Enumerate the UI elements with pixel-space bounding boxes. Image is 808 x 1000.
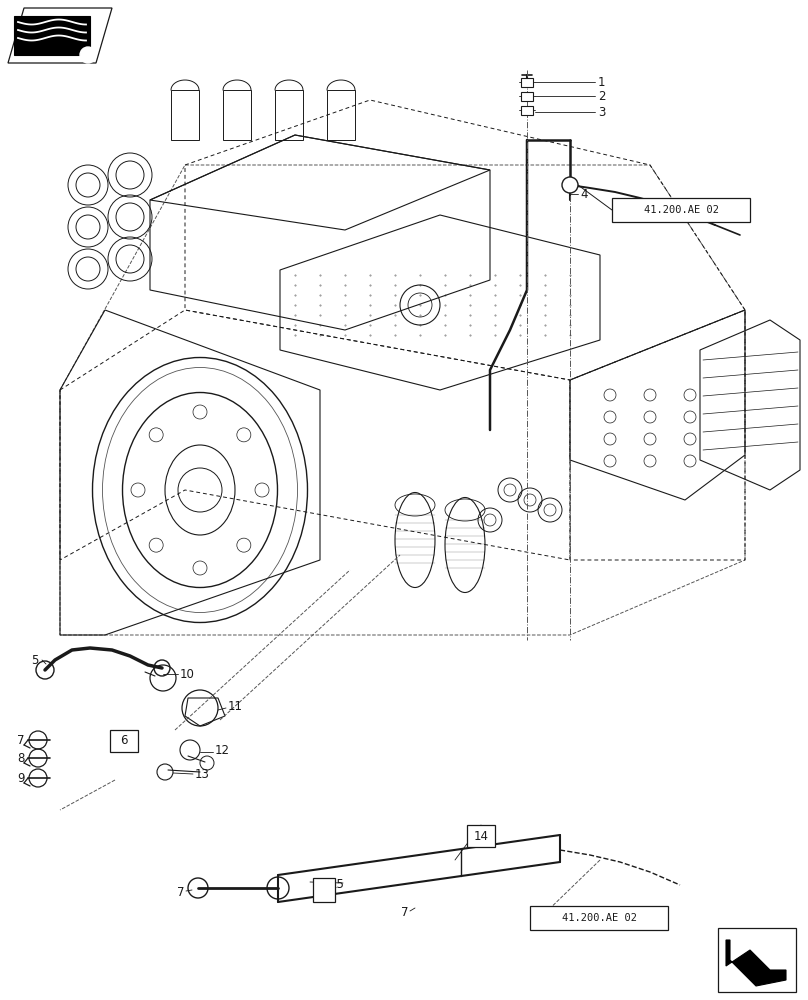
- Text: 41.200.AE 02: 41.200.AE 02: [562, 913, 637, 923]
- Polygon shape: [14, 16, 90, 55]
- Text: 6: 6: [120, 734, 128, 748]
- Text: 15: 15: [330, 878, 345, 890]
- Circle shape: [562, 177, 578, 193]
- Text: 3: 3: [598, 105, 605, 118]
- Text: 5: 5: [31, 654, 38, 666]
- Bar: [313, 878, 335, 902]
- Bar: [171, 90, 199, 140]
- Bar: [223, 90, 251, 140]
- Bar: [467, 825, 495, 847]
- Text: 41.200.AE 02: 41.200.AE 02: [643, 205, 718, 215]
- Polygon shape: [726, 940, 786, 986]
- Text: 1: 1: [598, 76, 605, 89]
- Text: 13: 13: [195, 768, 210, 780]
- Bar: [521, 92, 533, 101]
- Circle shape: [80, 47, 96, 63]
- Text: 11: 11: [228, 700, 243, 712]
- Bar: [718, 928, 796, 992]
- Text: 9: 9: [18, 772, 25, 784]
- Text: 4: 4: [580, 188, 587, 200]
- Bar: [275, 90, 303, 140]
- Bar: [521, 106, 533, 115]
- Text: 7: 7: [18, 734, 25, 746]
- Text: 2: 2: [598, 90, 605, 103]
- Bar: [110, 730, 138, 752]
- Bar: [612, 198, 750, 222]
- Bar: [521, 78, 533, 87]
- Bar: [327, 90, 355, 140]
- Text: 8: 8: [18, 752, 25, 764]
- Bar: [530, 906, 668, 930]
- Text: 7: 7: [401, 906, 408, 918]
- Text: 7: 7: [178, 886, 185, 898]
- Text: 12: 12: [215, 744, 230, 756]
- Text: 14: 14: [473, 830, 489, 842]
- Text: 10: 10: [180, 668, 195, 680]
